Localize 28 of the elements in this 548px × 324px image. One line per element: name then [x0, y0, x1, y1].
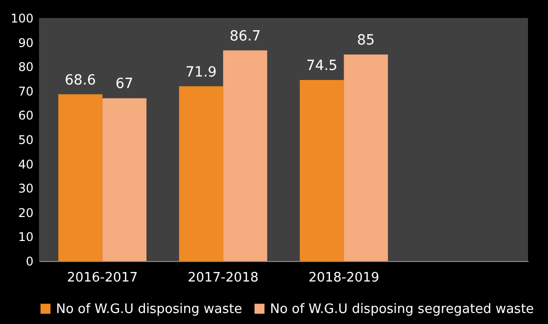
bar — [102, 98, 146, 261]
y-tick-label: 90 — [18, 36, 34, 50]
x-tick-label: 2018-2019 — [308, 270, 380, 286]
data-label: 86.7 — [230, 28, 261, 44]
y-tick-label: 50 — [18, 133, 34, 147]
data-label: 85 — [356, 32, 375, 48]
bar — [179, 86, 224, 261]
y-tick-label: 70 — [18, 84, 34, 98]
x-tick-label: 2017-2018 — [188, 270, 259, 286]
y-tick-label: 40 — [18, 157, 34, 172]
legend-label: No of W.G.U disposing waste — [56, 302, 242, 317]
bar — [300, 80, 344, 261]
y-tick-label: 100 — [10, 12, 34, 26]
y-tick-label: 10 — [18, 230, 34, 244]
y-tick-label: 30 — [18, 182, 34, 196]
y-tick-label: 20 — [18, 206, 34, 220]
data-label: 71.9 — [186, 64, 217, 80]
data-label: 74.5 — [306, 58, 338, 74]
bar — [58, 94, 102, 261]
y-tick-label: 60 — [18, 108, 34, 123]
bar — [223, 50, 268, 261]
x-tick-label: 2016-2017 — [66, 270, 138, 286]
y-tick-label: 0 — [26, 254, 34, 268]
data-label: 68.6 — [64, 72, 96, 88]
y-tick-label: 80 — [18, 60, 34, 74]
legend-label: No of W.G.U disposing segregated waste — [270, 302, 534, 317]
bar — [344, 54, 388, 261]
data-label: 67 — [116, 76, 134, 92]
